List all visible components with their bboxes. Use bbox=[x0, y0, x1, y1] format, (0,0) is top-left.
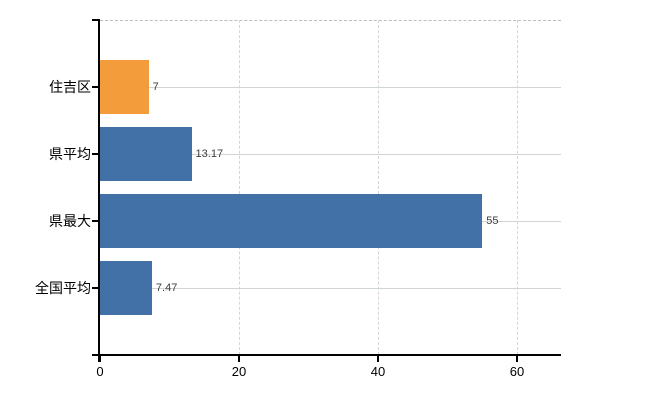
category-label: 県平均 bbox=[49, 146, 91, 162]
bar-2[interactable] bbox=[100, 194, 483, 248]
x-axis-tick bbox=[516, 355, 518, 362]
bar-value-label: 7 bbox=[152, 81, 159, 93]
bar-1[interactable] bbox=[100, 127, 192, 181]
x-axis-tick-label: 0 bbox=[96, 364, 104, 379]
y-axis-tick bbox=[92, 86, 100, 88]
y-axis-tick bbox=[92, 220, 100, 222]
y-axis-top-tick bbox=[92, 19, 100, 21]
horizontal-gridline bbox=[100, 154, 561, 155]
bar-value-label: 13.17 bbox=[195, 148, 224, 160]
horizontal-gridline bbox=[100, 87, 561, 88]
x-axis-line bbox=[92, 354, 561, 356]
vertical-gridline bbox=[517, 20, 518, 355]
bar-0[interactable] bbox=[100, 60, 149, 114]
category-label: 県最大 bbox=[49, 213, 91, 229]
x-axis-tick-label: 40 bbox=[370, 364, 386, 379]
bar-value-label: 55 bbox=[486, 215, 499, 227]
bar-3[interactable] bbox=[100, 261, 152, 315]
x-axis-tick-label: 60 bbox=[509, 364, 525, 379]
vertical-gridline bbox=[239, 20, 240, 355]
bar-value-label: 7.47 bbox=[155, 282, 178, 294]
y-axis-line bbox=[98, 20, 100, 362]
x-axis-tick bbox=[377, 355, 379, 362]
vertical-gridline bbox=[378, 20, 379, 355]
horizontal-gridline bbox=[100, 288, 561, 289]
x-axis-tick bbox=[238, 355, 240, 362]
category-label: 住吉区 bbox=[49, 79, 91, 95]
category-label: 全国平均 bbox=[35, 280, 91, 296]
plot-top-border bbox=[100, 20, 561, 21]
x-axis-tick bbox=[99, 355, 101, 362]
y-axis-tick bbox=[92, 153, 100, 155]
x-axis-tick-label: 20 bbox=[231, 364, 247, 379]
y-axis-tick bbox=[92, 287, 100, 289]
